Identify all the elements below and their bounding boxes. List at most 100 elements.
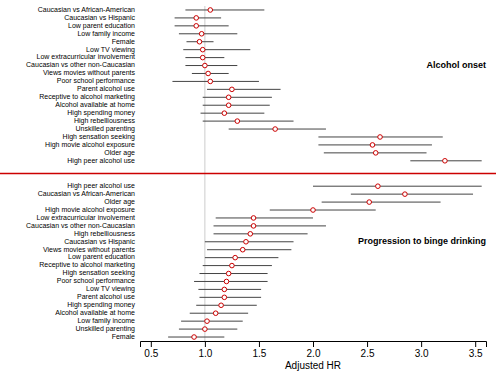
row-label: High peer alcohol use bbox=[67, 182, 135, 190]
row-label: Unskilled parenting bbox=[75, 325, 135, 333]
ci-line bbox=[196, 305, 257, 306]
hr-point bbox=[213, 311, 218, 316]
ci-line bbox=[203, 97, 272, 98]
row-label: Older age bbox=[104, 149, 135, 157]
row-label: Caucasian vs Hispanic bbox=[64, 14, 135, 22]
ci-line bbox=[214, 233, 308, 234]
ci-line bbox=[199, 273, 267, 274]
hr-point bbox=[222, 111, 227, 116]
tick-mark bbox=[421, 341, 422, 347]
ci-line bbox=[194, 281, 268, 282]
ci-line bbox=[207, 89, 281, 90]
tick: 3.5 bbox=[469, 341, 483, 359]
tick: 3.0 bbox=[415, 341, 429, 359]
row-label: Views movies without parents bbox=[43, 246, 136, 254]
hr-point bbox=[370, 143, 375, 148]
tick: 1.5 bbox=[252, 341, 266, 359]
tick-mark bbox=[475, 341, 476, 347]
hr-point bbox=[230, 87, 235, 92]
tick: 2.0 bbox=[307, 341, 321, 359]
hr-point bbox=[273, 127, 278, 132]
hr-point bbox=[367, 200, 372, 205]
ci-line bbox=[351, 194, 473, 195]
ci-line bbox=[183, 49, 250, 50]
row-label: Poor school performance bbox=[57, 277, 135, 285]
tick-label: 1.5 bbox=[252, 348, 266, 359]
row-label: Low parent education bbox=[68, 22, 135, 30]
row-label: High sensation seeking bbox=[63, 133, 135, 141]
tick-label: 3.0 bbox=[415, 348, 429, 359]
hr-point bbox=[244, 239, 249, 244]
ci-line bbox=[203, 121, 294, 122]
hr-point bbox=[251, 224, 256, 229]
hr-point bbox=[376, 184, 381, 189]
hr-point bbox=[251, 216, 256, 221]
row-label: Unskilled parenting bbox=[75, 125, 135, 133]
row-label: Parent alcohol use bbox=[77, 293, 135, 300]
row-label: Low extracurricular involvement bbox=[37, 53, 135, 60]
ci-line bbox=[185, 9, 264, 10]
row-label: Female bbox=[112, 333, 135, 340]
tick-mark bbox=[151, 341, 152, 347]
hr-point bbox=[208, 8, 213, 13]
tick-label: 3.5 bbox=[469, 348, 483, 359]
hr-point bbox=[378, 135, 383, 140]
separator bbox=[0, 173, 496, 175]
row-label: High peer alcohol use bbox=[67, 157, 135, 165]
row-label: High movie alcohol exposure bbox=[45, 206, 135, 214]
ci-line bbox=[172, 81, 259, 82]
hr-point bbox=[443, 158, 448, 163]
hr-point bbox=[192, 335, 197, 340]
row-label: Low TV viewing bbox=[86, 46, 135, 54]
hr-point bbox=[206, 71, 211, 76]
row-label: Caucasian vs other non-Caucasian bbox=[26, 222, 135, 229]
row-label: Alcohol available at home bbox=[55, 309, 135, 316]
row-label: Low parent education bbox=[68, 253, 135, 261]
row-label: Low TV viewing bbox=[86, 285, 135, 293]
hr-point bbox=[219, 303, 224, 308]
hr-point bbox=[197, 39, 202, 44]
hr-point bbox=[226, 95, 231, 100]
row-label: Parent alcohol use bbox=[77, 85, 135, 92]
hr-point bbox=[248, 232, 253, 237]
row-label: Alcohol available at home bbox=[55, 101, 135, 108]
row-label: Views movies without parents bbox=[43, 69, 136, 77]
hr-point bbox=[222, 287, 227, 292]
ci-line bbox=[199, 297, 261, 298]
ci-line bbox=[270, 210, 376, 211]
panel-title: Progression to binge drinking bbox=[358, 236, 486, 246]
ci-line bbox=[181, 321, 243, 322]
ci-line bbox=[205, 241, 294, 242]
hr-point bbox=[226, 103, 231, 108]
hr-point bbox=[235, 119, 240, 124]
hr-point bbox=[205, 319, 210, 324]
row-label: High spending money bbox=[67, 301, 135, 309]
hr-point bbox=[403, 192, 408, 197]
panel-title: Alcohol onset bbox=[426, 60, 486, 70]
ci-line bbox=[179, 33, 237, 34]
ci-line bbox=[185, 65, 237, 66]
hr-point bbox=[233, 255, 238, 260]
chart: Caucasian vs African-AmericanCaucasian v… bbox=[0, 0, 496, 373]
tick-mark bbox=[313, 341, 314, 347]
hr-point bbox=[240, 247, 245, 252]
hr-point bbox=[199, 31, 204, 36]
ci-line bbox=[313, 186, 482, 187]
hr-point bbox=[222, 295, 227, 300]
tick-mark bbox=[205, 341, 206, 347]
plot: Caucasian vs African-AmericanCaucasian v… bbox=[0, 6, 496, 371]
row-label: Caucasian vs African-American bbox=[38, 6, 135, 13]
tick: 0.5 bbox=[144, 341, 158, 359]
row-label: Low extracurricular involvement bbox=[37, 214, 135, 221]
ci-line bbox=[207, 249, 291, 250]
row-label: High rebelliousness bbox=[74, 117, 136, 125]
hr-point bbox=[208, 79, 213, 84]
x-axis-title: Adjusted HR bbox=[285, 360, 341, 371]
hr-point bbox=[194, 24, 199, 29]
row-label: Older age bbox=[104, 198, 135, 206]
tick: 2.5 bbox=[361, 341, 375, 359]
row-label: High sensation seeking bbox=[63, 269, 135, 277]
hr-point bbox=[203, 327, 208, 332]
ci-line bbox=[201, 113, 265, 114]
tick-label: 2.5 bbox=[361, 348, 375, 359]
